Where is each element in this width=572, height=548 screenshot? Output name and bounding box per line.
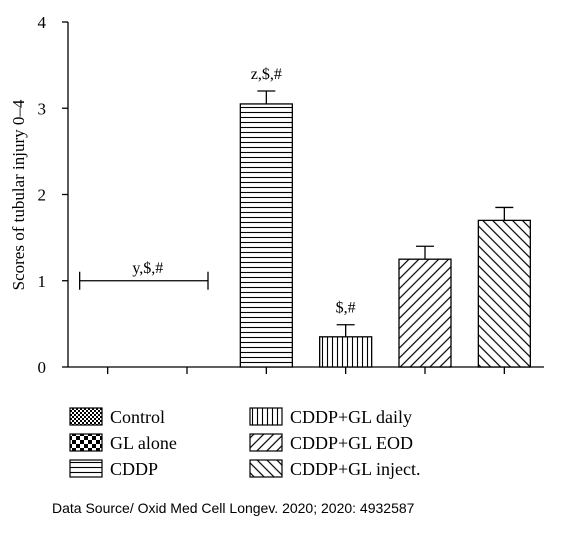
legend-swatch <box>69 407 103 426</box>
y-tick-label: 4 <box>38 13 47 32</box>
legend-label: CDDP <box>110 459 158 479</box>
legend-swatch <box>249 433 283 452</box>
legend-swatch <box>69 433 103 452</box>
y-tick-label: 3 <box>38 99 47 118</box>
annotation-label: y,$,# <box>132 260 163 277</box>
legend-item-control: Control <box>69 407 165 427</box>
legend-swatch <box>249 407 283 426</box>
bar-cddp-gl-daily <box>319 336 373 368</box>
bar-cddp-gl-inject- <box>477 219 531 368</box>
legend-label: GL alone <box>110 433 177 453</box>
plot-area: 0 1 2 3 4 y,$,# z,$,# $,# <box>38 13 544 377</box>
legend-label: CDDP+GL EOD <box>290 433 413 453</box>
y-axis-title: Scores of tubular injury 0–4 <box>9 99 28 290</box>
legend-item-cddp-gl-inject-: CDDP+GL inject. <box>249 459 420 479</box>
legend-label: CDDP+GL inject. <box>290 459 420 479</box>
y-tick-label: 0 <box>38 358 47 377</box>
legend-swatch <box>69 459 103 478</box>
legend: Control GL alone CDDP CDDP+GL daily CDDP+GL … <box>69 407 420 479</box>
annotation-label: $,# <box>336 300 356 317</box>
y-tick-label: 1 <box>38 272 47 291</box>
legend-swatch <box>249 459 283 478</box>
legend-item-gl-alone: GL alone <box>69 433 177 453</box>
bar-cddp-gl-eod <box>398 258 452 368</box>
legend-label: CDDP+GL daily <box>290 407 412 427</box>
bar-cddp <box>239 103 293 368</box>
legend-label: Control <box>110 407 165 427</box>
data-source-note: Data Source/ Oxid Med Cell Longev. 2020;… <box>52 500 415 516</box>
legend-item-cddp-gl-daily: CDDP+GL daily <box>249 407 412 427</box>
y-tick-label: 2 <box>38 186 47 205</box>
legend-item-cddp-gl-eod: CDDP+GL EOD <box>249 433 413 453</box>
annotation-label: z,$,# <box>251 66 282 83</box>
legend-item-cddp: CDDP <box>69 459 158 479</box>
